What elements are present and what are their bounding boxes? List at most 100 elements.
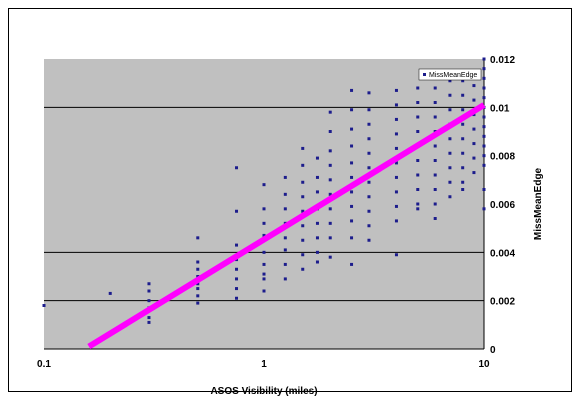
data-point	[482, 86, 486, 90]
data-point	[482, 57, 486, 61]
data-point	[482, 125, 486, 129]
data-point	[367, 108, 371, 112]
data-point	[416, 130, 420, 133]
data-point	[433, 101, 437, 104]
y-tick-label: 0.006	[490, 200, 515, 211]
data-point	[235, 287, 239, 291]
data-point	[482, 67, 486, 71]
data-point	[472, 84, 476, 88]
data-point	[283, 175, 287, 179]
data-point	[433, 202, 437, 206]
data-point	[367, 238, 371, 242]
data-point	[350, 175, 354, 179]
data-point	[394, 117, 398, 121]
data-point	[367, 224, 371, 228]
data-point	[482, 76, 486, 80]
data-point	[301, 209, 305, 213]
data-point	[147, 289, 151, 293]
trendline	[87, 102, 486, 350]
data-point	[328, 178, 332, 182]
data-point	[461, 79, 465, 83]
chart-frame	[8, 8, 572, 392]
x-tick-label: 1	[261, 359, 267, 370]
data-point	[328, 192, 332, 196]
data-point	[482, 144, 486, 148]
data-point	[350, 144, 354, 148]
data-point	[482, 163, 486, 167]
data-point	[482, 134, 486, 138]
data-point	[350, 262, 354, 266]
data-point	[283, 262, 287, 266]
data-point	[196, 294, 200, 298]
data-point	[262, 221, 266, 225]
data-point	[350, 108, 354, 112]
data-point	[328, 149, 332, 153]
data-point	[235, 243, 239, 247]
data-point	[147, 299, 151, 303]
data-point	[461, 166, 465, 170]
data-point	[482, 96, 486, 100]
data-point	[147, 320, 151, 324]
data-point	[461, 93, 465, 97]
data-point	[108, 291, 112, 295]
data-point	[301, 253, 305, 257]
data-point	[283, 207, 287, 211]
data-point	[461, 151, 465, 155]
data-point	[394, 103, 398, 107]
data-point	[367, 195, 371, 199]
data-point	[416, 202, 420, 206]
y-tick-label: 0.012	[490, 55, 515, 66]
data-point	[235, 277, 239, 281]
data-point	[283, 192, 287, 196]
data-point	[147, 282, 151, 286]
data-point	[367, 91, 371, 95]
data-point	[472, 171, 476, 175]
x-axis-title: ASOS Visibility (miles)	[210, 386, 317, 397]
data-point	[147, 316, 151, 320]
y-tick-label: 0.008	[490, 152, 515, 163]
legend-label: MissMeanEdge	[429, 72, 477, 79]
data-point	[448, 151, 452, 155]
data-point	[262, 183, 266, 187]
data-point	[472, 156, 476, 160]
data-point	[350, 127, 354, 131]
data-point	[262, 277, 266, 281]
data-point	[283, 277, 287, 281]
data-point	[283, 248, 287, 252]
data-point	[196, 301, 200, 305]
data-point	[448, 137, 452, 141]
data-point	[433, 188, 437, 191]
data-point	[394, 146, 398, 150]
data-point	[472, 142, 476, 146]
x-tick-labels: 0.1 1 10	[37, 359, 490, 370]
data-point	[328, 110, 332, 114]
data-point	[350, 236, 354, 240]
data-point	[367, 151, 371, 155]
data-point	[448, 108, 452, 112]
data-point	[315, 156, 319, 160]
data-point	[196, 260, 200, 264]
data-point	[262, 262, 266, 266]
data-point	[301, 195, 305, 199]
data-point	[42, 304, 46, 307]
data-point	[262, 289, 266, 293]
data-point	[196, 282, 200, 286]
data-point	[482, 207, 486, 211]
data-point	[394, 204, 398, 208]
data-point	[416, 86, 420, 90]
data-point	[433, 115, 437, 119]
data-point	[448, 93, 452, 97]
data-point	[301, 267, 305, 271]
legend-marker	[423, 73, 426, 76]
data-point	[448, 79, 452, 83]
data-point	[262, 233, 266, 237]
data-point	[262, 272, 266, 276]
data-point	[461, 137, 465, 141]
data-point	[433, 144, 437, 148]
data-point	[394, 88, 398, 92]
data-point	[328, 255, 332, 259]
y-axis-title: MissMeanEdge	[533, 167, 544, 240]
data-point	[328, 207, 332, 211]
data-point	[482, 154, 486, 158]
